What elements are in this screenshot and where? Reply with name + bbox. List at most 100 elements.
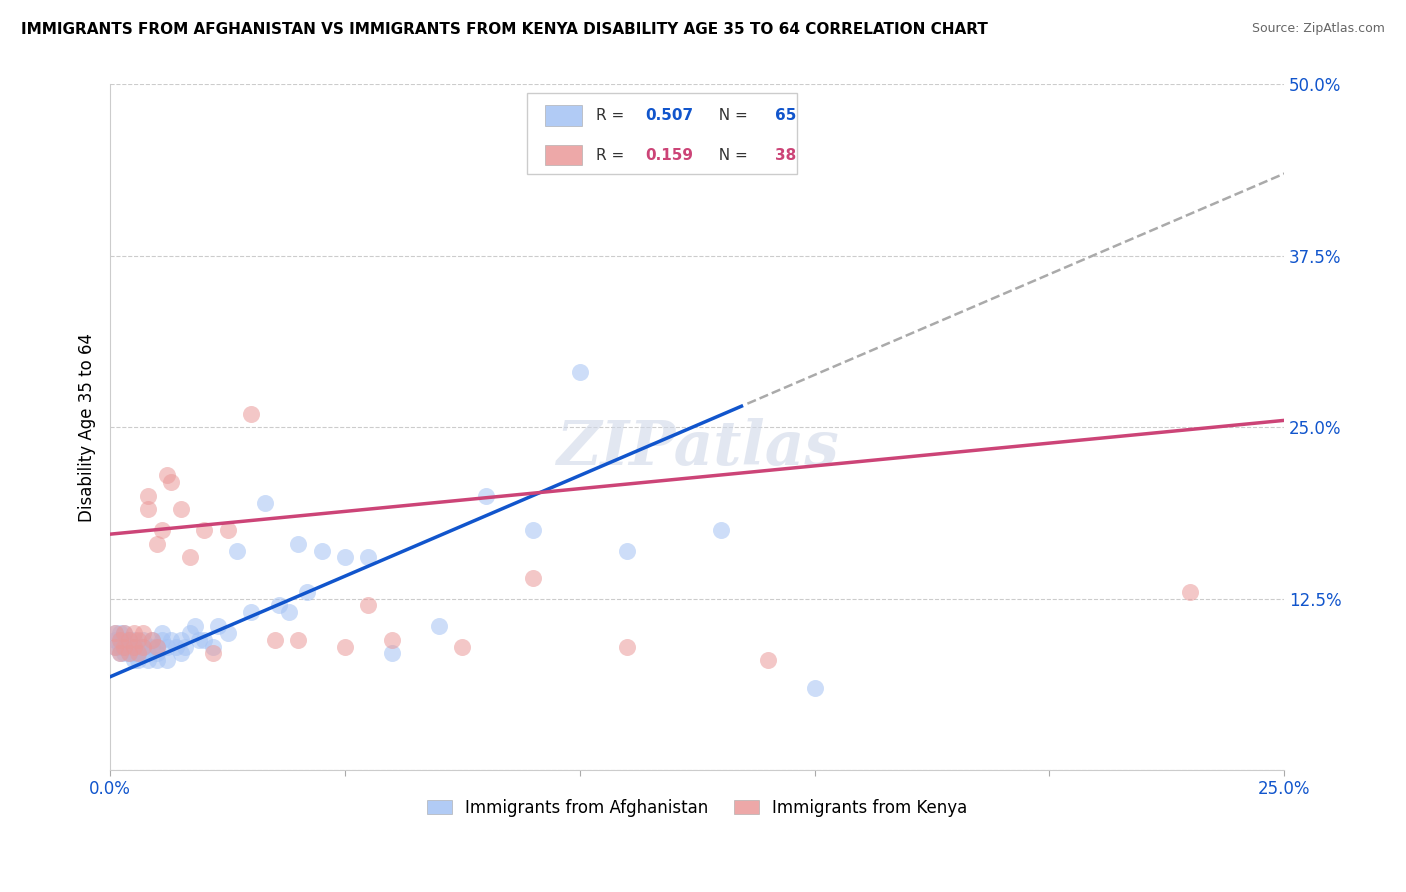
Point xyxy=(155,468,177,483)
Point xyxy=(132,647,155,661)
Point xyxy=(217,626,239,640)
Point xyxy=(122,632,145,647)
Point xyxy=(381,632,404,647)
Point xyxy=(240,605,263,619)
Point xyxy=(104,626,127,640)
Point xyxy=(122,653,145,667)
Point xyxy=(202,647,225,661)
Point xyxy=(263,632,285,647)
Point xyxy=(146,640,169,654)
Point xyxy=(174,640,197,654)
Point xyxy=(108,647,131,661)
Point xyxy=(183,619,205,633)
Point xyxy=(132,626,155,640)
Point xyxy=(357,599,380,613)
Point xyxy=(112,640,135,654)
Point xyxy=(179,626,201,640)
Point xyxy=(112,626,135,640)
Point xyxy=(112,626,135,640)
Text: N =: N = xyxy=(709,108,752,123)
Bar xyxy=(544,145,582,165)
Point xyxy=(522,571,544,585)
Point xyxy=(169,632,191,647)
Point xyxy=(127,640,149,654)
Point xyxy=(108,632,131,647)
Point xyxy=(127,647,149,661)
Text: IMMIGRANTS FROM AFGHANISTAN VS IMMIGRANTS FROM KENYA DISABILITY AGE 35 TO 64 COR: IMMIGRANTS FROM AFGHANISTAN VS IMMIGRANT… xyxy=(21,22,988,37)
Point xyxy=(155,640,177,654)
Point xyxy=(226,543,249,558)
Text: 0.507: 0.507 xyxy=(645,108,693,123)
Text: R =: R = xyxy=(596,147,630,162)
Point xyxy=(150,626,173,640)
Point xyxy=(188,632,211,647)
Point xyxy=(146,640,169,654)
Point xyxy=(202,640,225,654)
Text: 65: 65 xyxy=(775,108,796,123)
FancyBboxPatch shape xyxy=(527,93,797,174)
Point xyxy=(155,653,177,667)
Point xyxy=(287,537,309,551)
Point xyxy=(333,640,356,654)
Point xyxy=(132,640,155,654)
Point xyxy=(269,599,291,613)
Point xyxy=(311,543,333,558)
Point xyxy=(132,640,155,654)
Point xyxy=(179,550,201,565)
Point xyxy=(165,640,187,654)
Point xyxy=(240,407,263,421)
Point xyxy=(136,647,159,661)
Point xyxy=(141,640,163,654)
Point xyxy=(522,523,544,537)
Point xyxy=(127,647,149,661)
Point xyxy=(127,653,149,667)
Point xyxy=(108,647,131,661)
Text: R =: R = xyxy=(596,108,630,123)
Point xyxy=(118,632,141,647)
Point xyxy=(756,653,779,667)
Point xyxy=(451,640,474,654)
Point xyxy=(146,537,169,551)
Point xyxy=(207,619,229,633)
Point xyxy=(136,653,159,667)
Point xyxy=(141,632,163,647)
Point xyxy=(357,550,380,565)
Point xyxy=(118,647,141,661)
Point xyxy=(169,502,191,516)
Point xyxy=(160,632,183,647)
Point xyxy=(150,523,173,537)
Point xyxy=(146,647,169,661)
Bar xyxy=(544,105,582,126)
Point xyxy=(122,626,145,640)
Point xyxy=(297,584,319,599)
Point xyxy=(132,632,155,647)
Point xyxy=(127,632,149,647)
Point xyxy=(122,640,145,654)
Point xyxy=(136,502,159,516)
Legend: Immigrants from Afghanistan, Immigrants from Kenya: Immigrants from Afghanistan, Immigrants … xyxy=(420,792,974,823)
Point xyxy=(104,640,127,654)
Point xyxy=(118,640,141,654)
Point xyxy=(1180,584,1202,599)
Point xyxy=(381,647,404,661)
Point xyxy=(616,640,638,654)
Point xyxy=(108,626,131,640)
Text: 38: 38 xyxy=(775,147,796,162)
Point xyxy=(217,523,239,537)
Point xyxy=(118,632,141,647)
Point xyxy=(254,495,277,509)
Point xyxy=(104,640,127,654)
Point xyxy=(136,489,159,503)
Text: ZIPatlas: ZIPatlas xyxy=(555,417,838,478)
Text: N =: N = xyxy=(709,147,752,162)
Point xyxy=(104,632,127,647)
Point xyxy=(169,647,191,661)
Point xyxy=(287,632,309,647)
Point xyxy=(104,626,127,640)
Point xyxy=(150,632,173,647)
Point xyxy=(427,619,450,633)
Point xyxy=(108,632,131,647)
Text: 0.159: 0.159 xyxy=(645,147,693,162)
Point xyxy=(146,653,169,667)
Point xyxy=(112,647,135,661)
